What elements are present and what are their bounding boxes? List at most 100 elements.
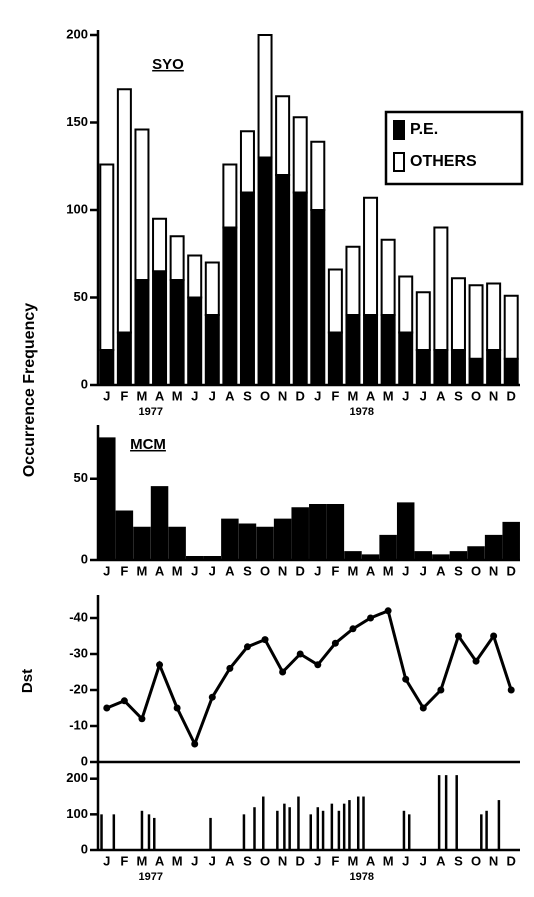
bar (256, 526, 274, 561)
bar (169, 279, 185, 386)
bar (116, 88, 132, 334)
bar (415, 291, 431, 351)
bar (187, 296, 203, 386)
point (331, 639, 339, 647)
x-tick-label: F (120, 853, 128, 868)
bar (275, 174, 291, 386)
x-tick-label: J (314, 563, 321, 578)
bar (345, 245, 361, 316)
x-tick-label: J (209, 388, 216, 403)
bar (467, 546, 485, 561)
y-tick-label: 100 (66, 806, 88, 821)
bar (310, 209, 326, 386)
point (208, 693, 216, 701)
bar (203, 556, 222, 561)
x-tick-label: M (137, 563, 148, 578)
bar (134, 128, 150, 281)
x-tick-label: M (383, 388, 394, 403)
bar (396, 502, 415, 561)
y-tick-label: -40 (69, 609, 88, 624)
bar (468, 357, 484, 386)
x-tick-label: D (507, 853, 516, 868)
bar (310, 140, 326, 211)
x-tick-label: A (366, 563, 376, 578)
bar (98, 437, 116, 561)
x-tick-label: D (507, 563, 516, 578)
x-tick-label: D (507, 388, 516, 403)
dst-line (106, 608, 513, 748)
bar (380, 314, 396, 386)
point (472, 657, 480, 665)
x-tick-label: S (454, 563, 463, 578)
x-tick-label: J (103, 388, 110, 403)
x-tick-label: J (402, 563, 409, 578)
bar (380, 238, 396, 316)
x-tick-label: J (420, 388, 427, 403)
bar (292, 116, 308, 194)
y-tick-label: 200 (66, 770, 88, 785)
bar (361, 554, 380, 561)
bar (345, 314, 361, 386)
x-tick-label: J (191, 563, 198, 578)
x-tick-label: S (243, 388, 252, 403)
point (156, 661, 164, 669)
bar (503, 294, 519, 360)
x-tick-label: F (331, 563, 339, 578)
bar (398, 275, 414, 334)
x-tick-label: M (348, 853, 359, 868)
x-tick-label: A (155, 853, 165, 868)
x-tick-label: M (348, 563, 359, 578)
point (367, 614, 375, 622)
bar (363, 196, 379, 316)
point (243, 643, 251, 651)
bar (257, 156, 273, 386)
bar (116, 331, 132, 386)
bar (222, 163, 238, 229)
x-tick-label: O (471, 853, 481, 868)
x-tick-label: A (366, 388, 376, 403)
x-tick-label: F (331, 388, 339, 403)
y-axis-label: Dst (19, 669, 36, 693)
x-tick-label: S (454, 388, 463, 403)
y-axis-label: Occurrence Frequency (21, 303, 38, 477)
y-tick-label: 0 (81, 753, 88, 768)
x-tick-label: N (278, 853, 287, 868)
bar (185, 556, 204, 561)
bar (169, 235, 185, 281)
y-tick-label: 0 (81, 841, 88, 856)
x-tick-label: A (155, 388, 165, 403)
point (173, 704, 181, 712)
x-tick-label: O (260, 563, 270, 578)
point (226, 664, 234, 672)
bar (502, 521, 520, 561)
point (349, 625, 357, 633)
bar (486, 349, 502, 386)
x-tick-label: N (489, 853, 498, 868)
x-tick-label: J (314, 853, 321, 868)
point (402, 675, 410, 683)
bar (363, 314, 379, 386)
point (437, 686, 445, 694)
x-tick-label: A (225, 853, 235, 868)
y-tick-label: 200 (66, 26, 88, 41)
bar (99, 163, 115, 351)
bar (468, 284, 484, 360)
bar (152, 217, 168, 273)
bar (239, 130, 255, 194)
x-tick-label: F (331, 853, 339, 868)
x-tick-label: O (471, 563, 481, 578)
legend-box (384, 110, 524, 186)
point (296, 650, 304, 658)
bar (133, 526, 151, 561)
x-tick-label: M (172, 563, 183, 578)
bar (150, 486, 169, 561)
x-tick-label: J (402, 388, 409, 403)
x-tick-label: A (366, 853, 376, 868)
point (261, 636, 269, 644)
x-tick-label: N (278, 563, 287, 578)
x-tick-label: N (489, 563, 498, 578)
year-label: 1978 (350, 406, 374, 418)
bar (168, 526, 186, 561)
bar (134, 279, 150, 386)
